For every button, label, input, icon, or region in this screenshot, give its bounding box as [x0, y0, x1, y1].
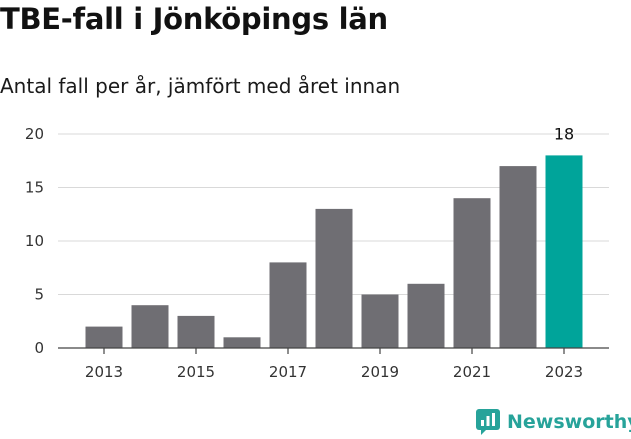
bar-2017 — [269, 262, 307, 348]
brand-name: Newsworthy — [507, 411, 631, 433]
x-axis: 2013 2015 2017 2019 2021 2023 — [58, 347, 609, 381]
bar-2023 — [545, 155, 583, 348]
bars — [85, 155, 583, 348]
x-tick-label: 2019 — [361, 363, 399, 381]
bar-chart: 0 5 10 15 20 2013 2015 2017 2019 2021 2023 18 — [25, 124, 609, 381]
data-label: 18 — [554, 124, 574, 143]
bar-2015 — [177, 315, 215, 348]
y-tick-label: 10 — [25, 232, 44, 250]
bar-2021 — [453, 198, 491, 348]
bar-2013 — [85, 326, 123, 348]
y-tick-label: 20 — [25, 125, 44, 143]
x-tick-label: 2015 — [177, 363, 215, 381]
bar-2014 — [131, 305, 169, 348]
newsworthy-brand: Newsworthy — [476, 407, 631, 437]
bar-2020 — [407, 283, 445, 348]
y-axis-ticks: 0 5 10 15 20 — [25, 125, 44, 357]
bar-2019 — [361, 294, 399, 348]
newsworthy-logo-icon — [476, 409, 500, 435]
y-tick-label: 0 — [34, 339, 44, 357]
x-tick-label: 2017 — [269, 363, 307, 381]
bar-2022 — [499, 166, 537, 348]
x-tick-label: 2023 — [545, 363, 583, 381]
chart-subtitle: Antal fall per år, jämfört med året inna… — [0, 74, 401, 98]
x-tick-label: 2013 — [85, 363, 123, 381]
chart-title: TBE-fall i Jönköpings län — [0, 2, 388, 36]
y-tick-label: 15 — [25, 179, 44, 197]
bar-2016 — [223, 337, 261, 348]
y-tick-label: 5 — [34, 286, 44, 304]
data-labels: 18 — [554, 124, 574, 143]
x-tick-label: 2021 — [453, 363, 491, 381]
bar-2018 — [315, 208, 353, 348]
